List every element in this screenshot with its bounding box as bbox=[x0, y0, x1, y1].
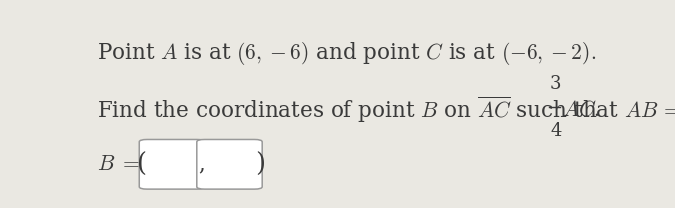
Text: (: ( bbox=[137, 152, 147, 177]
Text: ,: , bbox=[198, 153, 205, 175]
Text: 4: 4 bbox=[550, 122, 562, 140]
Text: Find the coordinates of point $\mathit{B}$ on $\overline{\mathit{AC}}$ such that: Find the coordinates of point $\mathit{B… bbox=[97, 95, 675, 125]
FancyBboxPatch shape bbox=[197, 140, 262, 189]
Text: $=$: $=$ bbox=[111, 153, 144, 175]
Text: 3: 3 bbox=[550, 75, 562, 93]
Text: $\mathit{B}$: $\mathit{B}$ bbox=[97, 153, 115, 175]
Text: ): ) bbox=[255, 152, 265, 177]
Text: $\mathit{AC}.$: $\mathit{AC}.$ bbox=[562, 99, 599, 121]
Text: Point $\mathit{A}$ is at $(6,-6)$ and point $\mathit{C}$ is at $(-6,-2).$: Point $\mathit{A}$ is at $(6,-6)$ and po… bbox=[97, 40, 597, 67]
FancyBboxPatch shape bbox=[139, 140, 205, 189]
